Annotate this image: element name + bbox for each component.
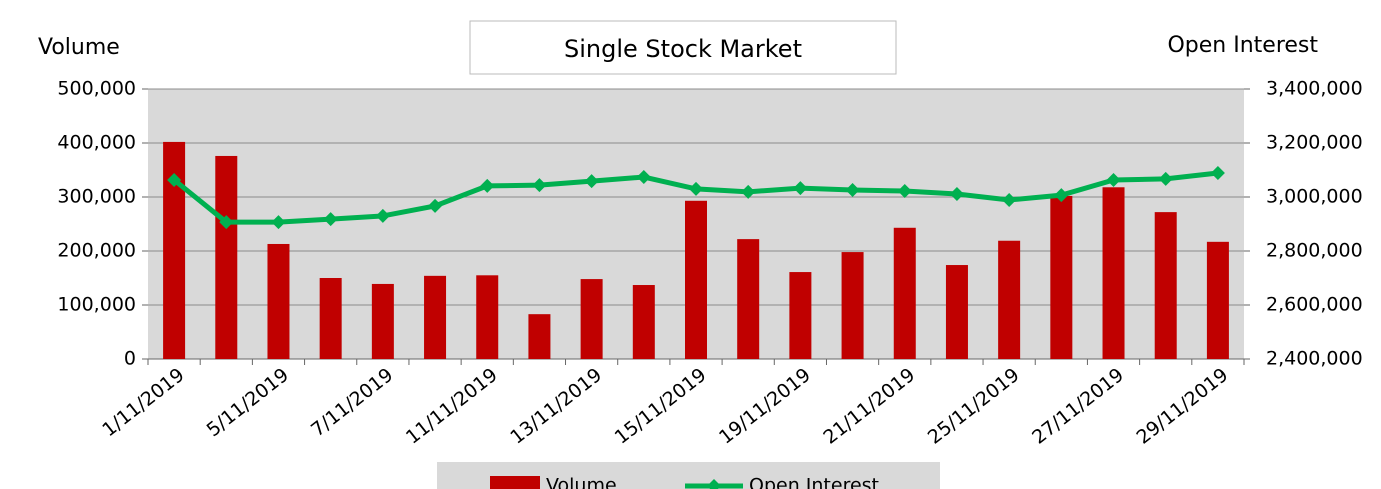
- marker: [1054, 188, 1069, 203]
- marker: [167, 172, 182, 187]
- marker: [584, 174, 599, 189]
- legend-label: Volume: [546, 475, 617, 489]
- marker: [689, 181, 703, 196]
- x-tick-label: 15/11/2019: [611, 364, 711, 449]
- chart-title: Single Stock Market: [564, 35, 802, 63]
- marker: [532, 178, 547, 193]
- marker: [793, 181, 808, 196]
- bar: [632, 285, 655, 359]
- x-tick-label: 5/11/2019: [203, 364, 293, 441]
- marker: [949, 187, 964, 202]
- bar: [1050, 195, 1073, 359]
- bar: [1154, 212, 1177, 359]
- x-tick-label: 11/11/2019: [402, 364, 502, 449]
- bar: [528, 314, 551, 359]
- y-tick-label: 300,000: [57, 186, 136, 208]
- bar: [893, 227, 916, 359]
- x-tick-label: 25/11/2019: [924, 364, 1024, 449]
- bar: [789, 272, 812, 359]
- x-tick-label: 13/11/2019: [506, 364, 606, 449]
- y-tick-label: 0: [124, 348, 136, 370]
- bar: [685, 200, 707, 359]
- marker: [741, 184, 756, 199]
- marker: [1158, 171, 1173, 186]
- bar: [737, 239, 760, 359]
- bar: [1102, 187, 1125, 359]
- bar: [945, 265, 968, 359]
- bar: [163, 141, 186, 359]
- marker: [323, 212, 338, 227]
- marker: [636, 170, 651, 185]
- marker: [428, 198, 443, 213]
- marker: [1210, 165, 1225, 180]
- marker: [845, 182, 860, 197]
- y2-tick-label: 2,800,000: [1266, 240, 1363, 262]
- bar: [841, 252, 864, 359]
- x-tick-label: 1/11/2019: [98, 364, 188, 441]
- bar: [580, 279, 603, 359]
- y-tick-label: 500,000: [57, 78, 136, 100]
- marker: [375, 208, 390, 223]
- bar: [476, 275, 499, 359]
- marker: [1002, 192, 1017, 207]
- y2-tick-label: 2,400,000: [1266, 348, 1363, 370]
- bar: [215, 155, 238, 359]
- y-tick-label: 100,000: [57, 294, 136, 316]
- y2-tick-label: 2,600,000: [1266, 294, 1363, 316]
- y2-tick-label: 3,000,000: [1266, 186, 1363, 208]
- bar: [998, 240, 1021, 359]
- y-tick-label: 400,000: [57, 132, 136, 154]
- bar: [1206, 241, 1229, 359]
- x-tick-label: 27/11/2019: [1028, 364, 1128, 449]
- bar: [319, 278, 342, 359]
- marker: [897, 184, 912, 199]
- x-tick-label: 21/11/2019: [819, 364, 919, 449]
- y-axis-title: Volume: [38, 35, 120, 60]
- marker: [480, 178, 495, 193]
- legend-swatch: [490, 476, 540, 489]
- title-box: [469, 20, 897, 75]
- marker: [219, 215, 234, 230]
- x-tick-label: 7/11/2019: [307, 364, 397, 441]
- marker: [271, 215, 286, 230]
- x-tick-label: 29/11/2019: [1133, 364, 1233, 449]
- y2-axis-title: Open Interest: [1167, 33, 1318, 58]
- y2-tick-label: 3,200,000: [1266, 132, 1363, 154]
- marker: [1106, 172, 1121, 187]
- legend-swatch: [707, 479, 721, 489]
- bar: [424, 275, 447, 359]
- x-tick-label: 19/11/2019: [715, 364, 815, 449]
- y2-tick-label: 3,400,000: [1266, 78, 1363, 100]
- legend-label: Open Interest: [749, 475, 879, 489]
- bar: [371, 283, 394, 359]
- bar: [267, 243, 290, 359]
- y-tick-label: 200,000: [57, 240, 136, 262]
